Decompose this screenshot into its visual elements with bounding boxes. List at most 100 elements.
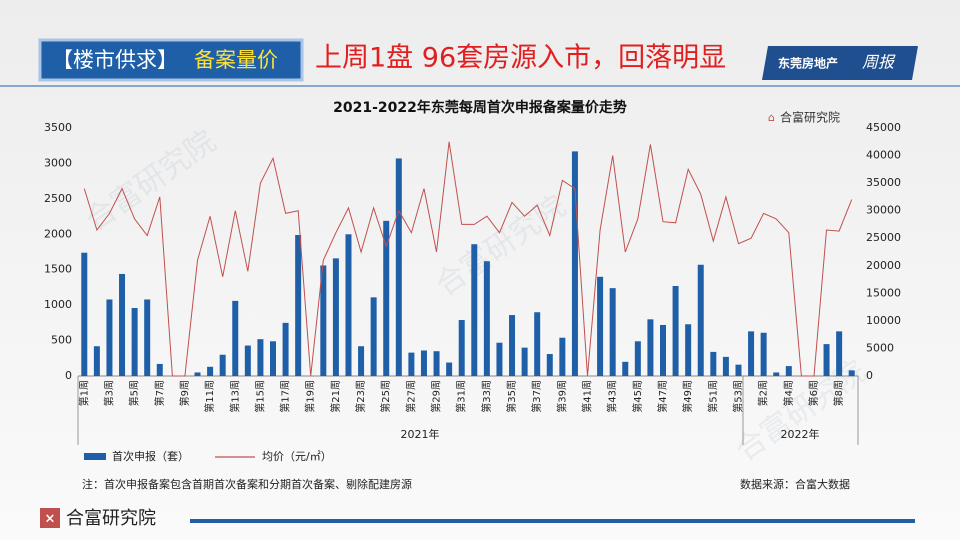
y-tick-label: 1000 — [44, 298, 72, 311]
bar — [836, 331, 843, 376]
bar — [119, 273, 126, 376]
x-tick-label: 第3周 — [102, 380, 115, 406]
bar — [559, 337, 566, 376]
x-tick-label: 第6周 — [807, 380, 820, 406]
x-tick-label: 第17周 — [279, 380, 292, 413]
bar — [735, 364, 742, 376]
bar — [433, 351, 440, 376]
logo: 东莞房地产 — [778, 56, 838, 71]
y2-tick-label: 35000 — [866, 176, 901, 189]
x-tick-label: 第23周 — [354, 380, 367, 413]
bar — [144, 299, 151, 376]
bar — [622, 361, 629, 376]
logo-script: 周报 — [862, 53, 896, 72]
x-tick-label: 第15周 — [253, 380, 266, 413]
x-tick-label: 第45周 — [631, 380, 644, 413]
y2-tick-label: 0 — [866, 369, 873, 382]
bar — [609, 288, 616, 376]
bar — [383, 220, 390, 376]
bar — [748, 331, 755, 376]
x-tick-label: 第49周 — [681, 380, 694, 413]
x-tick-label: 第35周 — [505, 380, 518, 413]
y2-tick-label: 30000 — [866, 204, 901, 217]
bar — [156, 363, 163, 376]
bar — [131, 307, 138, 376]
bar — [93, 346, 100, 376]
bar — [785, 366, 792, 376]
bar — [320, 265, 327, 376]
x-tick-label: 第5周 — [128, 380, 141, 406]
y2-tick-label: 20000 — [866, 259, 901, 272]
x-tick-label: 第37周 — [530, 380, 543, 413]
y2-tick-label: 40000 — [866, 149, 901, 162]
bar — [848, 370, 855, 376]
x-tick-label: 第19周 — [304, 380, 317, 413]
bar — [534, 312, 541, 376]
y2-tick-label: 15000 — [866, 286, 901, 299]
bar — [710, 351, 717, 376]
x-tick-label: 第43周 — [606, 380, 619, 413]
y2-tick-label: 45000 — [866, 121, 901, 134]
bar — [521, 347, 528, 376]
bar — [760, 332, 767, 376]
bar — [257, 339, 264, 376]
headline: 上周1盘 96套房源入市，回落明显 — [315, 43, 726, 74]
x-tick-label: 第33周 — [480, 380, 493, 413]
logo-box — [762, 46, 918, 80]
bar — [672, 286, 679, 376]
bar — [458, 320, 465, 376]
x-tick-label: 第8周 — [832, 380, 845, 406]
header-tag-box — [38, 38, 304, 82]
y-tick-label: 0 — [65, 369, 72, 382]
bar — [420, 350, 427, 376]
bar — [358, 346, 365, 376]
bar — [295, 234, 302, 376]
bar — [207, 366, 214, 376]
bar — [546, 354, 553, 376]
y-tick-label: 500 — [51, 334, 72, 347]
x-tick-label: 第27周 — [404, 380, 417, 413]
bar — [270, 341, 276, 376]
x-tick-label: 第13周 — [228, 380, 241, 413]
x-tick-label: 第1周 — [77, 380, 90, 406]
bar — [647, 319, 654, 376]
y-tick-label: 2000 — [44, 227, 72, 240]
note: 注：首次申报备案包含首期首次备案和分期首次备案、剔除配建房源 — [82, 477, 412, 491]
x-tick-label: 第9周 — [178, 380, 191, 406]
bar — [370, 297, 377, 376]
x-tick-label: 第47周 — [656, 380, 669, 413]
y-tick-label: 3000 — [44, 156, 72, 169]
bar — [332, 258, 339, 376]
y2-tick-label: 25000 — [866, 231, 901, 244]
legend-label: 均价（元/㎡） — [262, 450, 332, 463]
bar — [395, 158, 402, 376]
bar — [697, 264, 704, 376]
x-tick-label: 第39周 — [555, 380, 568, 413]
bar — [509, 315, 516, 376]
bar — [634, 341, 641, 376]
bar — [282, 322, 289, 376]
bar — [244, 345, 251, 376]
legend-swatch — [84, 453, 106, 460]
y-tick-label: 1500 — [44, 263, 72, 276]
legend-label: 首次申报（套） — [112, 449, 189, 463]
bar — [232, 300, 239, 376]
y-tick-label: 2500 — [44, 192, 72, 205]
bar — [773, 372, 780, 376]
x-tick-label: 第2周 — [757, 380, 770, 406]
bar — [722, 356, 729, 376]
header-tag-highlight: 备案量价 — [194, 48, 278, 72]
x-tick-label: 第41周 — [581, 380, 594, 413]
bar — [496, 342, 503, 376]
bar — [345, 234, 352, 376]
bar — [408, 352, 415, 376]
bar — [660, 324, 666, 376]
x-tick-label: 第7周 — [153, 380, 166, 406]
x-tick-label: 第51周 — [706, 380, 719, 413]
chart-title: 2021-2022年东莞每周首次申报备案量价走势 — [333, 99, 627, 116]
price-line — [83, 141, 853, 377]
y2-tick-label: 5000 — [866, 341, 894, 354]
bar — [685, 324, 692, 376]
